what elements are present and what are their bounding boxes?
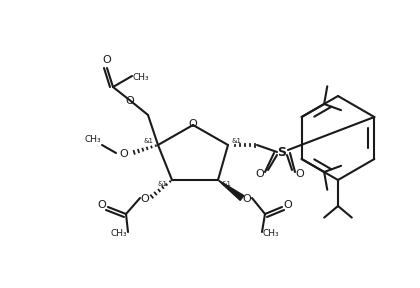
Text: S: S bbox=[278, 145, 286, 158]
Text: O: O bbox=[141, 194, 150, 204]
Text: &1: &1 bbox=[143, 138, 153, 144]
Text: O: O bbox=[97, 200, 106, 210]
Text: O: O bbox=[102, 55, 111, 65]
Text: &1: &1 bbox=[232, 138, 242, 144]
Text: CH₃: CH₃ bbox=[85, 134, 101, 143]
Text: &1: &1 bbox=[222, 181, 232, 187]
Text: O: O bbox=[296, 169, 304, 179]
Text: O: O bbox=[243, 194, 252, 204]
Text: CH₃: CH₃ bbox=[133, 73, 150, 82]
Text: O: O bbox=[189, 119, 197, 129]
Text: CH₃: CH₃ bbox=[262, 228, 279, 238]
Text: &1: &1 bbox=[157, 181, 167, 187]
Text: O: O bbox=[126, 96, 134, 106]
Text: O: O bbox=[120, 149, 129, 159]
Polygon shape bbox=[218, 180, 244, 200]
Text: O: O bbox=[284, 200, 292, 210]
Text: CH₃: CH₃ bbox=[111, 228, 127, 238]
Text: O: O bbox=[256, 169, 264, 179]
